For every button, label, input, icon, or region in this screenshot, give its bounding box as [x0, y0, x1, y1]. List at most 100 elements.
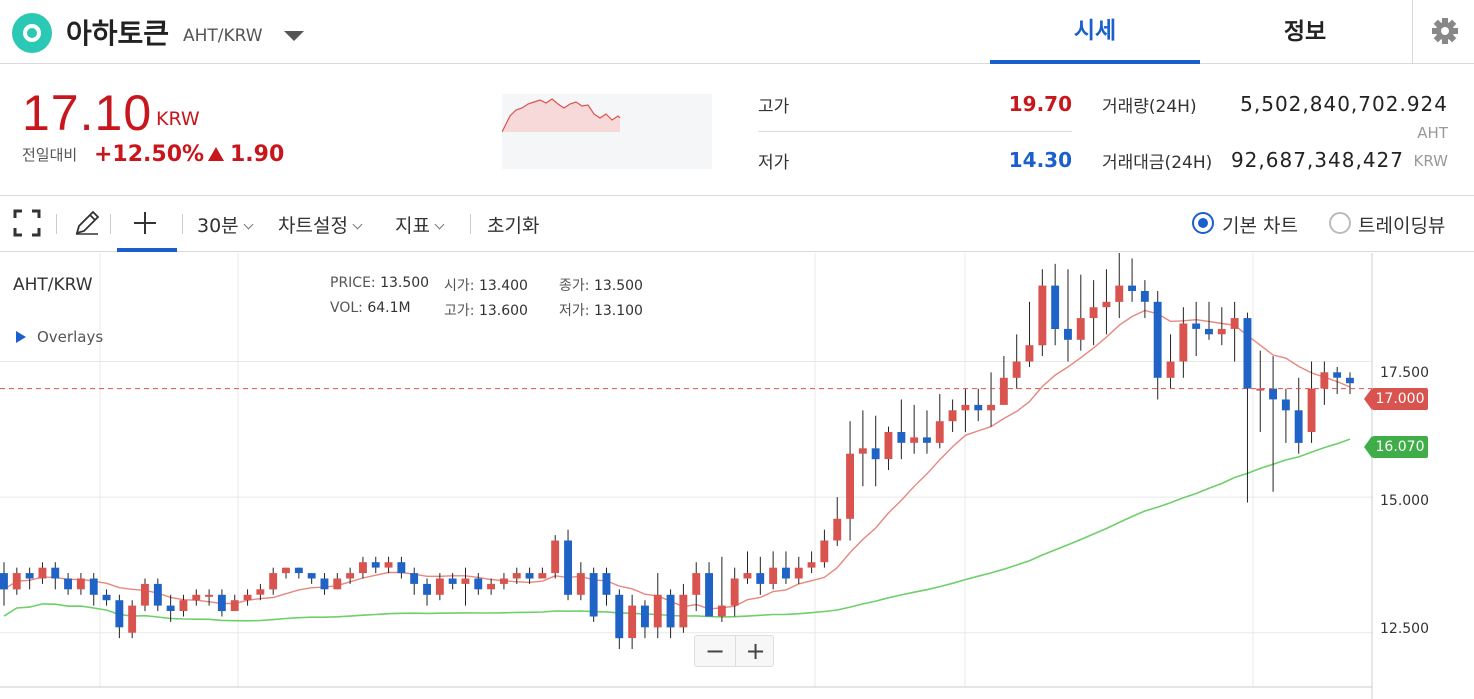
price-summary: 17.10 KRW 전일대비 +12.50% 1.90 고가 19.70 저가 …: [0, 64, 1474, 196]
candle-body: [1230, 318, 1239, 329]
fullscreen-icon[interactable]: [12, 208, 42, 238]
candle-body: [76, 578, 85, 590]
ohlc-key: 시가:: [444, 278, 475, 294]
candle-body: [371, 562, 380, 568]
candle-body: [230, 600, 239, 611]
candle-body: [1243, 318, 1252, 389]
zoom-out-button[interactable]: −: [704, 637, 726, 665]
candle-body: [256, 589, 265, 595]
candle-body: [525, 573, 534, 579]
candle-body: [884, 432, 893, 460]
price-chart[interactable]: AHT/KRW Overlays PRICE: 13.500 시가: 13.40…: [0, 253, 1474, 699]
candle-body: [794, 567, 803, 579]
candle-body: [1294, 410, 1303, 443]
candle-body: [692, 573, 701, 595]
candle-body: [153, 583, 162, 606]
ohlc-value: 13.500: [380, 275, 430, 291]
candle-body: [423, 583, 431, 595]
ohlc-value: 64.1M: [367, 300, 411, 316]
candle-body: [1076, 318, 1085, 340]
candle-body: [602, 573, 611, 595]
ohlc-vol: VOL: 64.1M: [330, 300, 411, 316]
interval-select[interactable]: 30분: [197, 211, 254, 238]
candle-body: [1153, 301, 1162, 378]
candle-body: [1179, 323, 1188, 362]
indicators-label: 지표: [395, 215, 430, 237]
low-label: 저가: [758, 153, 790, 173]
candle-body: [179, 600, 188, 611]
high-label: 고가: [758, 97, 790, 117]
y-axis-label: 12.500: [1380, 621, 1429, 637]
overlays-toggle[interactable]: Overlays: [37, 328, 104, 346]
tradingview-radio[interactable]: [1329, 212, 1351, 234]
candle-body: [820, 540, 829, 563]
ohlc-key: PRICE:: [330, 275, 376, 291]
basic-chart-label[interactable]: 기본 차트: [1222, 215, 1298, 237]
ohlc-key: 종가:: [559, 278, 590, 294]
ohlc-key: 고가:: [444, 303, 475, 319]
candle-body: [846, 453, 854, 519]
interval-label: 30분: [197, 215, 239, 237]
candle-body: [1064, 328, 1072, 340]
candle-body: [64, 578, 72, 590]
play-icon[interactable]: [16, 331, 26, 343]
ohlc-low: 저가: 13.100: [559, 300, 643, 320]
change-value: 1.90: [230, 142, 285, 167]
tradingview-label[interactable]: 트레이딩뷰: [1358, 215, 1446, 237]
candle-body: [487, 583, 495, 590]
candle-body: [743, 573, 752, 579]
divider: [182, 214, 183, 234]
coin-pair[interactable]: AHT/KRW: [183, 26, 263, 46]
candle-body: [307, 573, 316, 579]
candle-body: [1089, 307, 1098, 319]
chart-settings-menu[interactable]: 차트설정: [278, 211, 363, 238]
candle-body: [320, 578, 329, 590]
candle-body: [294, 567, 303, 574]
candle-body: [1140, 291, 1149, 302]
current-price-tag: 17.000: [1364, 388, 1428, 410]
chevron-down-icon[interactable]: [284, 31, 304, 41]
candle-body: [1256, 388, 1265, 391]
tab-sise[interactable]: 시세: [990, 0, 1200, 64]
crosshair-active-bar: [117, 248, 177, 252]
chevron-down-icon: [243, 219, 254, 230]
candle-body: [166, 605, 175, 611]
coin-logo: [12, 13, 52, 53]
divider: [758, 131, 1072, 132]
reset-button[interactable]: 초기화: [487, 215, 540, 237]
candle-body: [141, 583, 149, 606]
crosshair-icon[interactable]: [130, 208, 160, 238]
candle-body: [576, 573, 585, 595]
candle-body: [410, 573, 419, 584]
settings-button[interactable]: [1412, 0, 1474, 64]
low-value: 14.30: [1008, 148, 1072, 172]
ohlc-close: 종가: 13.500: [559, 275, 643, 295]
candle-body: [128, 605, 137, 633]
chart-settings-label: 차트설정: [278, 215, 348, 237]
candle-body: [756, 573, 765, 584]
candle-body: [628, 605, 637, 639]
candle-body: [666, 594, 675, 628]
candle-body: [115, 600, 124, 628]
candle-body: [1051, 285, 1060, 329]
candle-body: [1269, 388, 1277, 400]
candle-body: [974, 404, 983, 411]
candle-body: [461, 578, 470, 584]
basic-chart-radio[interactable]: [1192, 212, 1214, 234]
candle-body: [653, 594, 662, 628]
pencil-icon[interactable]: [72, 208, 102, 238]
candlestick-chart[interactable]: [0, 253, 1474, 699]
candle-body: [858, 448, 867, 454]
divider: [110, 214, 111, 234]
zoom-in-button[interactable]: +: [735, 636, 775, 666]
tab-info[interactable]: 정보: [1283, 19, 1327, 45]
indicators-menu[interactable]: 지표: [395, 211, 445, 238]
candle-body: [871, 448, 880, 460]
chart-symbol: AHT/KRW: [13, 275, 93, 295]
candle-body: [782, 567, 790, 579]
candle-body: [935, 421, 944, 443]
coin-name[interactable]: 아하토큰: [66, 17, 170, 50]
candle-body: [999, 377, 1008, 405]
y-axis-label: 15.000: [1380, 493, 1429, 509]
ohlc-value: 13.400: [478, 278, 528, 294]
